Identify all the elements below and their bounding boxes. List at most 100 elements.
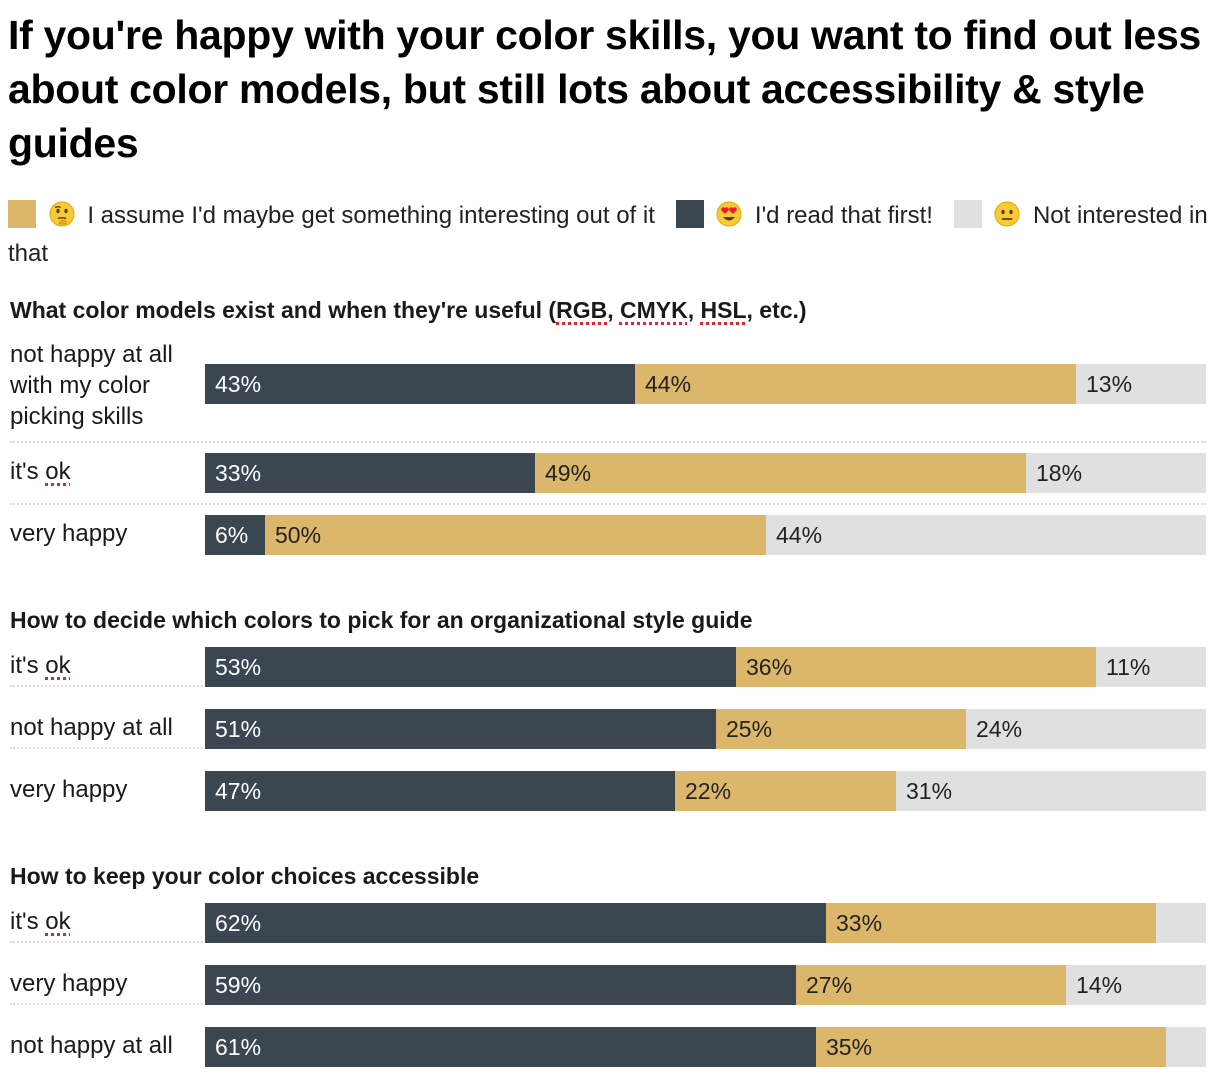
bar-track: 61% 35% <box>205 1027 1206 1067</box>
bar-value-label: 36% <box>746 654 793 680</box>
bar-value-label: 53% <box>215 654 262 680</box>
bar-segment-maybe <box>535 453 1026 493</box>
bar-value-label: 62% <box>215 910 262 936</box>
title-text: What color models exist and when they're… <box>10 297 557 323</box>
bar-value-label: 11% <box>1106 654 1151 680</box>
bar-track: 6% 50% 44% <box>205 515 1206 555</box>
bar-segment-maybe <box>736 647 1096 687</box>
bar-segment-maybe <box>635 364 1076 404</box>
bar-value-label: 31% <box>906 778 953 804</box>
neutral-face-icon <box>994 201 1020 227</box>
legend-swatch-maybe <box>8 200 36 228</box>
row-label: very happy <box>10 970 128 997</box>
bar-value-label: 22% <box>685 778 732 804</box>
bar-segment-not-interested <box>1156 903 1206 943</box>
thinking-face-icon <box>49 201 75 227</box>
spellcheck-word: ok <box>45 908 71 935</box>
bar-segment-not-interested <box>1076 364 1206 404</box>
bar-track: 62% 33% <box>205 903 1206 943</box>
bar-value-label: 25% <box>726 716 773 742</box>
bar-segment-not-interested <box>896 771 1206 811</box>
spellcheck-word: ok <box>45 652 71 679</box>
bar-value-label: 44% <box>776 522 823 548</box>
bar-value-label: 6% <box>215 522 249 548</box>
bar-value-label: 50% <box>275 522 322 548</box>
section-title: How to keep your color choices accessibl… <box>10 862 479 890</box>
bar-value-label: 44% <box>645 371 692 397</box>
chart-title: If you're happy with your color skills, … <box>8 12 1202 166</box>
title-text: How to keep your color choices accessibl… <box>10 863 480 889</box>
spellcheck-word: RGB <box>556 297 608 323</box>
bar-segment-read-first <box>205 1027 816 1067</box>
bar-value-label: 33% <box>215 460 262 486</box>
bar-value-label: 43% <box>215 371 262 397</box>
bar-segment-read-first <box>205 647 736 687</box>
row-label: it's ok <box>10 458 71 485</box>
bar-segment-maybe <box>826 903 1156 943</box>
bar-segment-read-first <box>205 903 826 943</box>
section-title: How to decide which colors to pick for a… <box>10 606 753 634</box>
spellcheck-word: ok <box>45 458 71 485</box>
spellcheck-word: HSL <box>700 297 747 323</box>
bar-segment-not-interested <box>1166 1027 1206 1067</box>
legend-swatch-read-first <box>675 200 704 228</box>
bar-segment-maybe <box>265 515 766 555</box>
legend-item-maybe: I assume I'd maybe get something interes… <box>8 200 662 229</box>
row-label: not happy at all <box>10 714 173 741</box>
bar-value-label: 59% <box>215 972 262 998</box>
bar-track: 59% 27% 14% <box>205 965 1206 1005</box>
bar-value-label: 51% <box>215 716 262 742</box>
bar-value-label: 33% <box>836 910 883 936</box>
row-separator <box>10 503 1206 505</box>
bar-segment-not-interested <box>1066 965 1206 1005</box>
legend-label-maybe: I assume I'd maybe get something interes… <box>87 202 655 229</box>
bar-segment-read-first <box>205 965 796 1005</box>
bar-segment-maybe <box>816 1027 1166 1067</box>
bar-segment-maybe <box>716 709 966 749</box>
row-label: it's ok <box>10 652 71 679</box>
title-text: , <box>687 297 701 323</box>
bar-segment-read-first <box>205 771 675 811</box>
legend-label-read-first: I'd read that first! <box>754 202 933 229</box>
bar-value-label: 24% <box>976 716 1023 742</box>
bar-track: 33% 49% 18% <box>205 453 1206 493</box>
legend-item-not-interested: Not interested in that <box>8 200 1208 267</box>
legend-swatch-not-interested <box>953 200 982 228</box>
row-label: very happy <box>10 776 128 803</box>
row-label: not happy at all with my color picking s… <box>10 341 173 430</box>
bar-segment-not-interested <box>766 515 1206 555</box>
section-title: What color models exist and when they're… <box>10 296 807 324</box>
bar-track: 43% 44% 13% <box>205 364 1206 404</box>
row-separator <box>10 441 1206 443</box>
title-text: , etc.) <box>746 297 807 323</box>
bar-segment-not-interested <box>966 709 1206 749</box>
title-text: How to decide which colors to pick for a… <box>10 607 753 633</box>
bar-value-label: 35% <box>826 1034 873 1060</box>
bar-value-label: 13% <box>1086 371 1133 397</box>
legend-label-not-interested: Not interested in that <box>8 202 1208 267</box>
bar-value-label: 61% <box>215 1034 262 1060</box>
bar-segment-read-first <box>205 364 635 404</box>
bar-value-label: 47% <box>215 778 262 804</box>
bar-segment-maybe <box>675 771 896 811</box>
bar-track: 51% 25% 24% <box>205 709 1206 749</box>
bar-value-label: 49% <box>545 460 592 486</box>
heart-eyes-face-icon <box>716 201 742 227</box>
row-label: it's ok <box>10 908 71 935</box>
bar-segment-read-first <box>205 453 535 493</box>
bar-segment-read-first <box>205 515 265 555</box>
row-label: very happy <box>10 520 128 547</box>
bar-track: 47% 22% 31% <box>205 771 1206 811</box>
bar-value-label: 27% <box>806 972 853 998</box>
bar-track: 53% 36% 11% <box>205 647 1206 687</box>
legend-item-read-first: I'd read that first! <box>675 200 940 229</box>
bar-segment-maybe <box>796 965 1066 1005</box>
bar-segment-not-interested <box>1096 647 1206 687</box>
legend: I assume I'd maybe get something interes… <box>8 197 1208 273</box>
bar-segment-read-first <box>205 709 716 749</box>
bar-value-label: 18% <box>1036 460 1083 486</box>
row-label: not happy at all <box>10 1032 173 1059</box>
spellcheck-word: CMYK <box>619 297 688 323</box>
bar-value-label: 14% <box>1076 972 1123 998</box>
bar-segment-not-interested <box>1026 453 1206 493</box>
